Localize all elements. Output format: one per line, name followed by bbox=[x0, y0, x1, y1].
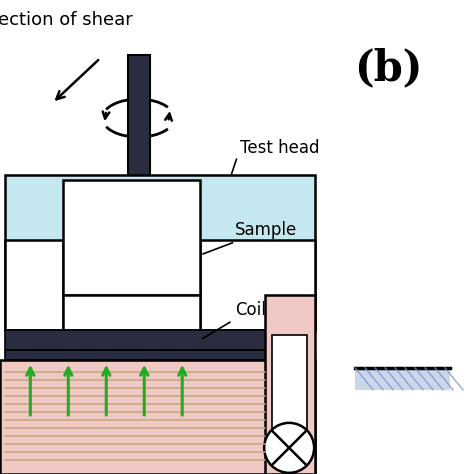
Circle shape bbox=[264, 423, 314, 473]
Bar bbox=[5, 330, 315, 350]
Bar bbox=[64, 180, 200, 295]
Bar bbox=[128, 55, 150, 285]
Bar bbox=[5, 240, 64, 330]
Text: Test head: Test head bbox=[231, 139, 319, 175]
Text: ection of shear: ection of shear bbox=[0, 11, 133, 29]
Text: Sample: Sample bbox=[203, 221, 297, 254]
Bar bbox=[64, 295, 200, 330]
Bar bbox=[265, 295, 315, 474]
Text: (b): (b) bbox=[354, 47, 422, 89]
Bar bbox=[0, 360, 315, 474]
Text: Coil: Coil bbox=[202, 301, 266, 338]
Bar bbox=[200, 240, 315, 330]
Bar bbox=[5, 175, 315, 330]
Bar bbox=[5, 350, 315, 360]
Bar bbox=[355, 368, 450, 390]
Bar bbox=[272, 335, 307, 435]
